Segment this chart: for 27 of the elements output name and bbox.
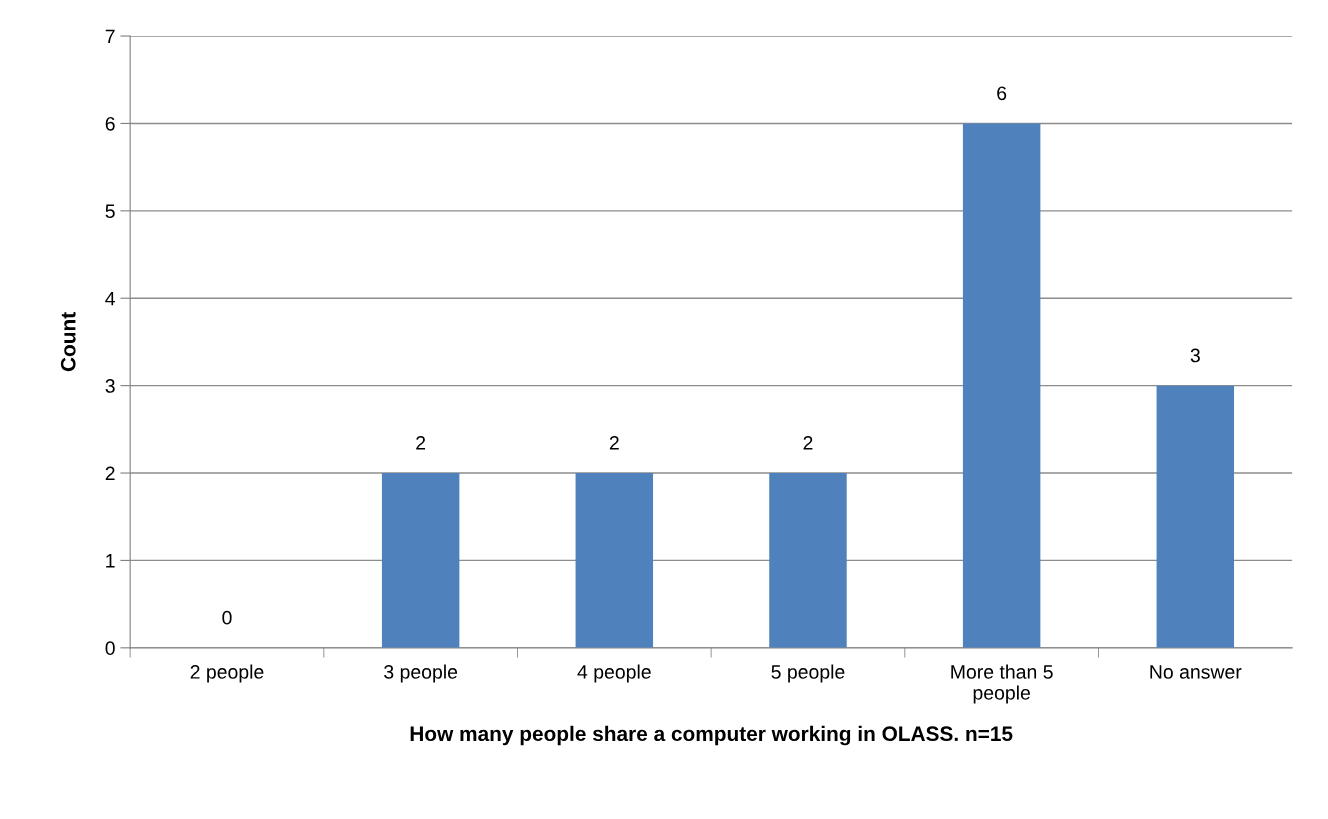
y-tick-label: 5 <box>105 204 115 219</box>
x-tick-label: More than 5 people <box>951 664 1053 704</box>
x-tick-label: 5 people <box>771 664 845 683</box>
data-label: 2 <box>416 435 426 450</box>
y-tick-label: 1 <box>106 554 115 568</box>
bar <box>381 473 460 648</box>
y-tick-label: 0 <box>105 641 115 656</box>
y-tick-label: 4 <box>105 291 115 306</box>
bar <box>1156 385 1235 648</box>
x-axis-title: How many people share a computer working in OLASS. n=15 <box>410 725 1013 746</box>
y-tick-label: 2 <box>105 466 115 481</box>
bar <box>769 473 847 648</box>
y-tick-label: 3 <box>105 379 115 393</box>
data-label: 6 <box>997 86 1007 101</box>
y-tick-label: 6 <box>105 116 115 131</box>
x-tick-label: 3 people <box>384 664 458 683</box>
y-tick-label: 7 <box>105 29 115 44</box>
data-label: 2 <box>609 435 619 450</box>
bar <box>575 473 654 648</box>
data-label: 0 <box>222 610 232 625</box>
y-axis-title: Count <box>60 312 76 372</box>
x-tick-label: 4 people <box>577 664 651 683</box>
x-tick-label: 2 people <box>190 664 264 683</box>
x-tick-label: No answer <box>1150 665 1242 679</box>
data-label: 3 <box>1190 348 1200 363</box>
bar <box>962 123 1041 648</box>
data-label: 2 <box>803 435 813 450</box>
